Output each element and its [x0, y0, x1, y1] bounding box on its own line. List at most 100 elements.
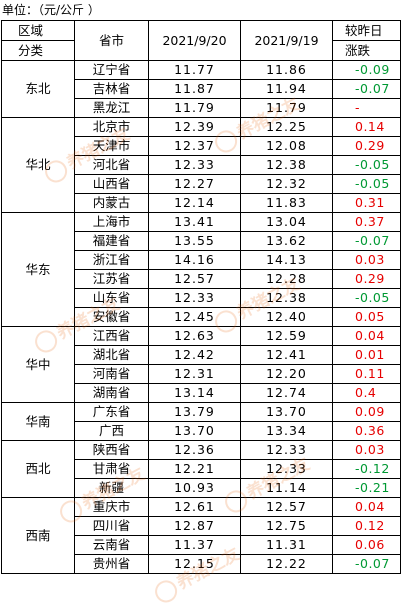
province-cell: 吉林省: [74, 79, 149, 99]
region-cell: 西北: [1, 440, 75, 498]
province-cell: 浙江省: [74, 250, 149, 270]
table-row: 江苏省 12.57 12.28 0.29: [2, 269, 401, 289]
change-cell: 0.01: [332, 345, 401, 365]
province-cell: 河北省: [74, 155, 149, 175]
province-cell: 江苏省: [74, 269, 149, 289]
price-date2-cell: 13.62: [240, 231, 333, 251]
price-date2-cell: 11.86: [240, 60, 333, 80]
price-date2-cell: 12.33: [240, 459, 333, 479]
price-date2-cell: 12.74: [240, 383, 333, 403]
price-date1-cell: 11.79: [148, 98, 241, 118]
province-cell: 河南省: [74, 364, 149, 384]
change-cell: -0.21: [332, 478, 401, 498]
price-date1-cell: 12.33: [148, 288, 241, 308]
change-cell: 0.12: [332, 516, 401, 536]
price-date2-cell: 12.08: [240, 136, 333, 156]
province-cell: 贵州省: [74, 554, 149, 574]
price-date2-cell: 11.14: [240, 478, 333, 498]
price-date2-cell: 13.04: [240, 212, 333, 232]
price-date1-cell: 13.14: [148, 383, 241, 403]
table-row: 吉林省 11.87 11.94 -0.07: [2, 79, 401, 99]
change-cell: 0.03: [332, 440, 401, 460]
price-date1-cell: 12.33: [148, 155, 241, 175]
province-cell: 湖南省: [74, 383, 149, 403]
table-row: 湖北省 12.42 12.41 0.01: [2, 345, 401, 365]
price-date1-cell: 13.70: [148, 421, 241, 441]
province-cell: 上海市: [74, 212, 149, 232]
table-row: 西北 陕西省 12.36 12.33 0.03: [1, 440, 401, 498]
province-cell: 甘肃省: [74, 459, 149, 479]
table-row: 河北省 12.33 12.38 -0.05: [2, 155, 401, 175]
price-date1-cell: 12.15: [148, 554, 241, 574]
province-cell: 福建省: [74, 231, 149, 251]
price-date1-cell: 12.21: [148, 459, 241, 479]
change-cell: 0.03: [332, 250, 401, 270]
province-cell: 辽宁省: [74, 60, 149, 80]
header-change-top: 较昨日: [332, 20, 401, 41]
change-cell: -0.05: [332, 174, 401, 194]
table-row: 福建省 13.55 13.62 -0.07: [2, 231, 401, 251]
table-row: 云南省 11.37 11.31 0.06: [2, 535, 401, 555]
change-cell: 0.06: [332, 535, 401, 555]
change-cell: -0.07: [332, 79, 401, 99]
price-date1-cell: 13.41: [148, 212, 241, 232]
province-cell: 广西: [74, 421, 149, 441]
province-cell: 新疆: [74, 478, 149, 498]
price-date1-cell: 12.27: [148, 174, 241, 194]
price-date2-cell: 11.83: [240, 193, 333, 213]
change-cell: 0.04: [332, 326, 401, 346]
price-date1-cell: 12.39: [148, 117, 241, 137]
price-date2-cell: 12.22: [240, 554, 333, 574]
change-cell: 0.37: [332, 212, 401, 232]
province-cell: 云南省: [74, 535, 149, 555]
table-row: 山东省 12.33 12.38 -0.05: [2, 288, 401, 308]
region-cell: 华中: [1, 326, 75, 403]
change-cell: -0.09: [332, 60, 401, 80]
province-cell: 江西省: [74, 326, 149, 346]
header-date1: 2021/9/20: [148, 20, 241, 61]
table-row: 华南 广东省 13.79 13.70 0.09: [1, 402, 401, 441]
price-date2-cell: 13.34: [240, 421, 333, 441]
province-cell: 陕西省: [74, 440, 149, 460]
table-row: 西南 重庆市 12.61 12.57 0.04: [1, 497, 401, 574]
price-date1-cell: 12.14: [148, 193, 241, 213]
table-body: 东北 辽宁省 11.77 11.86 -0.09 吉林省 11.87 11.94 -0.07 黑龙…: [1, 60, 401, 574]
province-cell: 山东省: [74, 288, 149, 308]
header-region-top: 区域: [1, 20, 75, 41]
region-cell: 华南: [1, 402, 75, 441]
change-cell: -0.07: [332, 231, 401, 251]
price-date1-cell: 14.16: [148, 250, 241, 270]
table-row: 浙江省 14.16 14.13 0.03: [2, 250, 401, 270]
change-cell: -0.05: [332, 288, 401, 308]
change-cell: 0.31: [332, 193, 401, 213]
price-date1-cell: 12.37: [148, 136, 241, 156]
province-cell: 天津市: [74, 136, 149, 156]
header-change-bottom: 涨跌: [332, 40, 401, 61]
table-row: 东北 辽宁省 11.77 11.86 -0.09: [1, 60, 401, 118]
price-date1-cell: 13.55: [148, 231, 241, 251]
price-date2-cell: 12.57: [240, 497, 333, 517]
province-cell: 安徽省: [74, 307, 149, 327]
table-row: 内蒙古 12.14 11.83 0.31: [2, 193, 401, 213]
province-cell: 北京市: [74, 117, 149, 137]
header-row-top: 区域 省市 2021/9/20 2021/9/19 较昨日: [1, 20, 401, 61]
province-cell: 重庆市: [74, 497, 149, 517]
price-date2-cell: 12.41: [240, 345, 333, 365]
region-cell: 东北: [1, 60, 75, 118]
price-date2-cell: 12.59: [240, 326, 333, 346]
price-date2-cell: 12.20: [240, 364, 333, 384]
price-date2-cell: 12.28: [240, 269, 333, 289]
header-date2: 2021/9/19: [240, 20, 333, 61]
change-cell: 0.36: [332, 421, 401, 441]
change-cell: 0.11: [332, 364, 401, 384]
price-date1-cell: 13.79: [148, 402, 241, 422]
price-date2-cell: 12.38: [240, 288, 333, 308]
change-cell: 0.09: [332, 402, 401, 422]
table-row: 华东 上海市 13.41 13.04 0.37: [1, 212, 401, 327]
price-date1-cell: 11.87: [148, 79, 241, 99]
price-table: 区域 省市 2021/9/20 2021/9/19 较昨日 分类 涨跌 东北 辽宁…: [1, 20, 401, 574]
change-cell: 0.29: [332, 136, 401, 156]
price-date2-cell: 12.38: [240, 155, 333, 175]
header-province: 省市: [74, 20, 149, 61]
table-row: 华北 北京市 12.39 12.25 0.14: [1, 117, 401, 213]
